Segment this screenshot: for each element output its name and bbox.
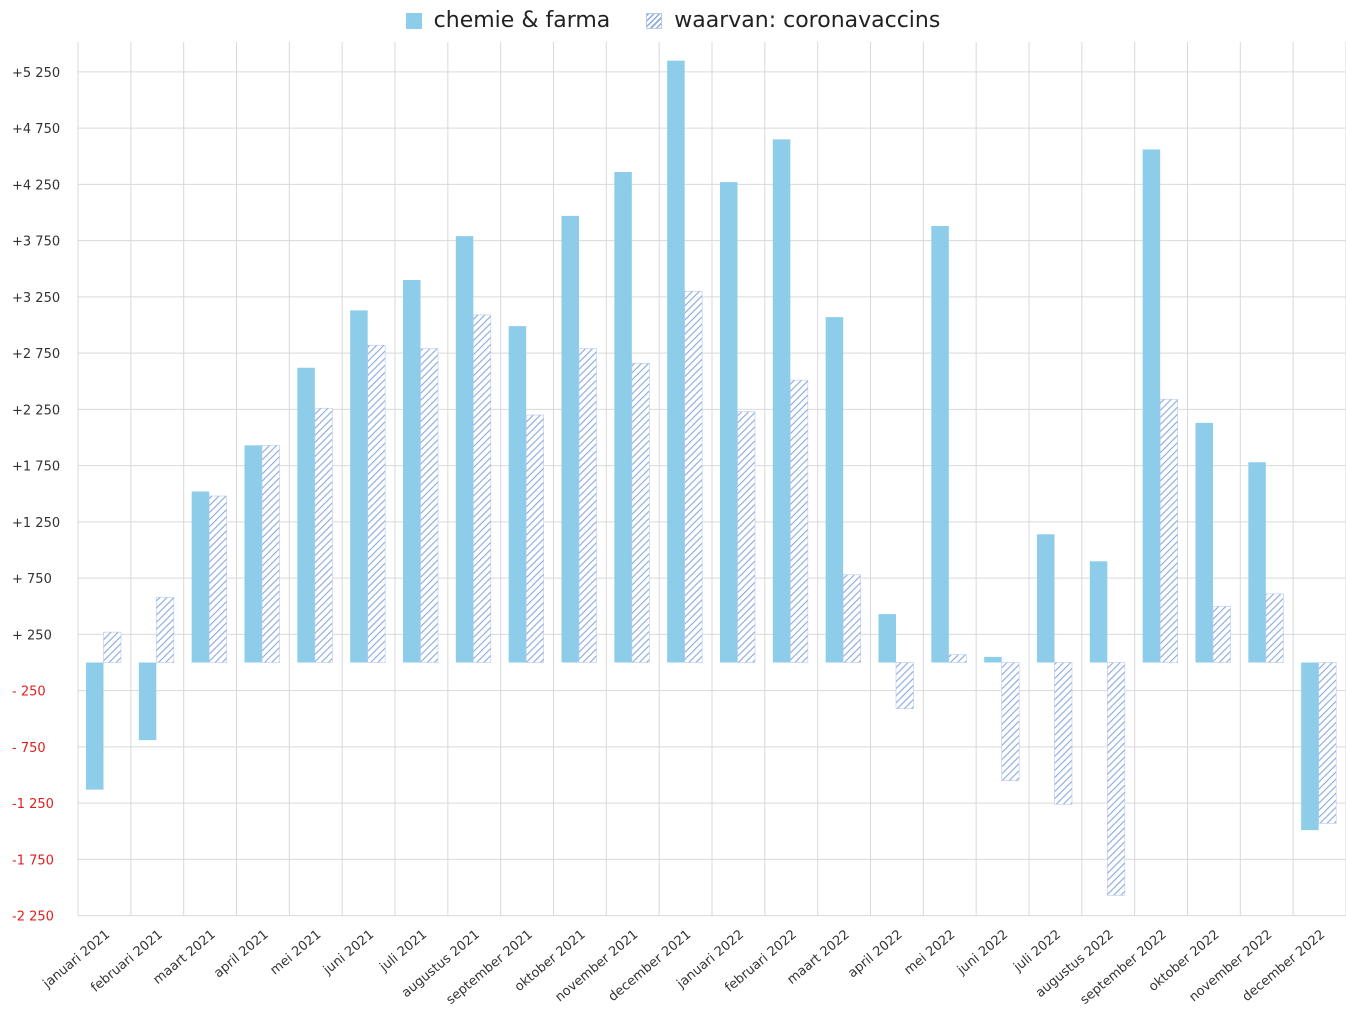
bar-coronavaccins[interactable] [1265, 593, 1284, 663]
bar-coronavaccins[interactable] [261, 445, 280, 663]
legend-label-chemie-farma: chemie & farma [433, 8, 611, 33]
bar-coronavaccins[interactable] [473, 314, 492, 663]
x-tick-label: juli 2021 [376, 927, 430, 975]
bar-coronavaccins[interactable] [314, 407, 333, 663]
bar-chemie-farma[interactable] [984, 656, 1002, 663]
bars [86, 60, 1337, 896]
y-tick-label: +2 250 [12, 403, 60, 418]
bar-chemie-farma[interactable] [1142, 149, 1161, 663]
bar-chemie-farma[interactable] [825, 317, 844, 663]
bar-coronavaccins[interactable] [895, 662, 914, 709]
bar-chemie-farma[interactable] [878, 614, 897, 663]
bar-coronavaccins[interactable] [420, 348, 439, 663]
bar-chemie-farma[interactable] [720, 182, 738, 663]
y-tick-label: -1 250 [12, 797, 54, 812]
bar-chemie-farma[interactable] [614, 172, 632, 663]
bar-chemie-farma[interactable] [86, 662, 104, 790]
bar-coronavaccins[interactable] [1001, 662, 1020, 781]
y-tick-label: + 250 [12, 628, 52, 643]
bar-chemie-farma[interactable] [561, 215, 580, 663]
bar-coronavaccins[interactable] [684, 290, 703, 663]
bar-chemie-farma[interactable] [138, 662, 157, 741]
y-tick-label: +3 250 [12, 291, 60, 306]
bar-chemie-farma[interactable] [772, 139, 791, 663]
grid-lines [77, 42, 1346, 917]
bar-coronavaccins[interactable] [578, 348, 597, 663]
y-tick-label: +1 250 [12, 516, 60, 531]
bar-coronavaccins[interactable] [367, 344, 386, 663]
y-axis: +5 250 +4 750 +4 250 +3 750 +3 250 +2 750 +2 2… [12, 66, 60, 925]
bar-chemie-farma[interactable] [508, 326, 527, 663]
bar-coronavaccins[interactable] [737, 411, 756, 663]
legend-item-coronavaccins[interactable]: waarvan: coronavaccins [646, 8, 940, 33]
y-tick-label: + 750 [12, 572, 52, 587]
y-tick-label: +4 250 [12, 178, 60, 193]
bar-chemie-farma[interactable] [191, 491, 210, 663]
bar-coronavaccins[interactable] [1212, 605, 1231, 663]
y-tick-label: +1 750 [12, 460, 60, 475]
bar-chemie-farma[interactable] [1037, 534, 1055, 663]
bar-coronavaccins[interactable] [790, 379, 809, 663]
bar-coronavaccins[interactable] [631, 362, 650, 663]
x-tick-label: juni 2022 [954, 927, 1011, 978]
x-tick-label: april 2022 [845, 927, 905, 981]
y-tick-label: +4 750 [12, 122, 60, 137]
legend-label-coronavaccins: waarvan: coronavaccins [674, 8, 941, 33]
legend-item-chemie-farma[interactable]: chemie & farma [405, 8, 611, 33]
y-tick-label: - 250 [12, 685, 46, 700]
bar-coronavaccins[interactable] [156, 596, 175, 663]
bar-coronavaccins[interactable] [948, 654, 967, 663]
x-tick-label: juni 2021 [320, 927, 377, 978]
bar-coronavaccins[interactable] [1318, 662, 1337, 824]
legend: chemie & farma waarvan: coronavaccins [0, 8, 1346, 33]
bar-coronavaccins[interactable] [1054, 662, 1073, 805]
bar-coronavaccins[interactable] [1159, 398, 1178, 663]
bar-chemie-farma[interactable] [1301, 662, 1319, 831]
bar-chemie-farma[interactable] [297, 367, 315, 663]
bar-chemie-farma[interactable] [350, 310, 368, 663]
y-tick-label: +5 250 [12, 66, 60, 81]
bar-coronavaccins[interactable] [103, 631, 122, 663]
bar-coronavaccins[interactable] [208, 495, 227, 663]
x-tick-label: april 2021 [211, 927, 271, 981]
y-tick-label: -1 750 [12, 853, 54, 868]
bar-chemie-farma[interactable] [931, 226, 949, 663]
bar-coronavaccins[interactable] [1107, 662, 1126, 896]
y-tick-label: +3 750 [12, 235, 60, 250]
bar-coronavaccins[interactable] [525, 414, 544, 663]
y-tick-label: - 750 [12, 741, 46, 756]
bar-chemie-farma[interactable] [403, 280, 421, 663]
bar-chemie-farma[interactable] [667, 60, 685, 663]
x-tick-label: juli 2022 [1010, 927, 1064, 975]
bar-chemie-farma[interactable] [1089, 561, 1108, 663]
y-tick-label: +2 750 [12, 347, 60, 362]
y-tick-label: -2 250 [12, 910, 54, 925]
legend-swatch-solid [405, 12, 422, 29]
bar-chemie-farma[interactable] [1248, 462, 1266, 663]
bar-coronavaccins[interactable] [842, 574, 861, 663]
bar-chemie-farma[interactable] [244, 445, 263, 663]
bar-chemie-farma[interactable] [455, 236, 474, 663]
legend-swatch-hatched [646, 12, 663, 29]
bar-chemie-farma[interactable] [1195, 422, 1214, 663]
x-tick-label: mei 2021 [268, 927, 325, 978]
x-tick-label: mei 2022 [902, 927, 959, 978]
